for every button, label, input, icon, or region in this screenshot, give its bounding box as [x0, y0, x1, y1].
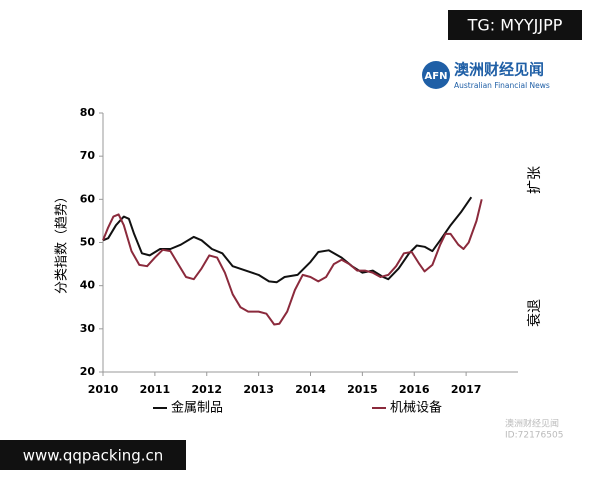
- x-tick-label: 2012: [191, 383, 222, 396]
- x-tick-label: 2015: [347, 383, 378, 396]
- site: www.qqpacking.cn: [23, 447, 164, 465]
- logo-mark: AFN: [425, 71, 448, 82]
- y-axis-label: 分类指数（趋势）: [54, 190, 70, 294]
- y-tick-label: 50: [80, 236, 96, 249]
- legend-label: 机械设备: [390, 400, 442, 416]
- y-tick-label: 20: [80, 365, 96, 378]
- logo-name: 澳洲财经见闻: [454, 61, 544, 79]
- series-line: [102, 199, 483, 326]
- y-tick-label: 40: [80, 279, 96, 292]
- y-tick-label: 80: [80, 106, 96, 119]
- tag: TG: MYYJJPP: [467, 16, 563, 35]
- watermark: 澳洲财经见闻: [505, 418, 559, 430]
- right-label: 扩张: [527, 166, 543, 194]
- site-box: [0, 440, 186, 470]
- x-tick-label: 2016: [399, 383, 430, 396]
- y-tick-label: 60: [80, 192, 96, 205]
- x-tick-label: 2010: [88, 383, 119, 396]
- x-tick-label: 2014: [295, 383, 326, 396]
- series-line: [102, 196, 473, 284]
- legend-label: 金属制品: [171, 400, 223, 416]
- tag-box: [448, 10, 582, 40]
- x-tick-label: 2013: [243, 383, 274, 396]
- watermark: ID:72176505: [505, 431, 563, 441]
- y-tick-label: 30: [80, 322, 96, 335]
- y-tick-label: 70: [80, 149, 96, 162]
- x-tick-label: 2011: [140, 383, 171, 396]
- x-tick-label: 2017: [451, 383, 482, 396]
- right-label: 衰退: [526, 299, 543, 327]
- logo-circle: [422, 61, 450, 89]
- logo-subtitle: Australian Financial News: [454, 81, 550, 90]
